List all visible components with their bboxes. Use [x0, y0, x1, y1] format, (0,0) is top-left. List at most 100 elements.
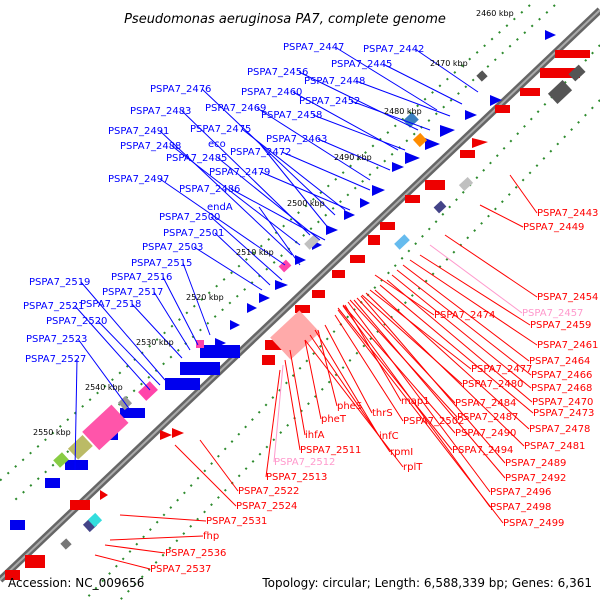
gene-label[interactable]: PSPA7_2517 — [102, 287, 163, 298]
gene-label[interactable]: PSPA7_2487 — [457, 412, 518, 423]
gene-label[interactable]: PSPA7_2527 — [25, 354, 86, 365]
kbp-tick-labels: 2460 kbp 2470 kbp 2480 kbp 2490 kbp 2500 kbp… — [33, 9, 514, 437]
gene-label[interactable]: PSPA7_2502 — [403, 416, 464, 427]
label-connector-line — [414, 48, 479, 93]
label-connector-line — [337, 307, 453, 451]
label-connector-line — [256, 107, 371, 181]
gene-label[interactable]: rpmI — [390, 447, 413, 458]
gene-label[interactable]: PSPA7_2512 — [274, 457, 335, 468]
gene-label[interactable]: PSPA7_2494 — [452, 445, 513, 456]
gene-label[interactable]: pheT — [321, 414, 347, 425]
gene-label[interactable]: PSPA7_2475 — [190, 124, 251, 135]
accession-text: Accession: NC_009656 — [8, 576, 144, 590]
gene-label[interactable]: PSPA7_2476 — [150, 84, 211, 95]
label-connector-line — [402, 264, 530, 362]
gene-label[interactable]: PSPA7_2519 — [29, 277, 90, 288]
gene-label[interactable]: PSPA7_2445 — [331, 59, 392, 70]
gene-label[interactable]: PSPA7_2463 — [266, 134, 327, 145]
gene-label[interactable]: PSPA7_2496 — [490, 487, 551, 498]
gene-label[interactable]: PSPA7_2488 — [120, 141, 181, 152]
gene-label[interactable]: PSPA7_2449 — [523, 222, 584, 233]
label-connector-line — [298, 71, 419, 131]
gene-label[interactable]: PSPA7_2483 — [130, 106, 191, 117]
gene-label[interactable]: PSPA7_2492 — [505, 473, 566, 484]
gene-label[interactable]: PSPA7_2466 — [531, 370, 592, 381]
label-connectors — [74, 46, 538, 570]
gene-label[interactable]: PSPA7_2448 — [304, 76, 365, 87]
gene-label[interactable]: PSPA7_2501 — [163, 228, 224, 239]
gene-label[interactable]: endA — [207, 202, 233, 213]
gene-label[interactable]: PSPA7_2472 — [230, 147, 291, 158]
gene-label[interactable]: PSPA7_2490 — [455, 428, 516, 439]
gene-label[interactable]: PSPA7_2457 — [522, 308, 583, 319]
gene-label[interactable]: PSPA7_2474 — [434, 310, 495, 321]
label-connector-line — [97, 320, 161, 386]
gene-label[interactable]: PSPA7_2485 — [166, 153, 227, 164]
label-connector-line — [119, 514, 207, 522]
gene-label[interactable]: PSPA7_2464 — [529, 356, 590, 367]
gene-label[interactable]: fhp — [203, 531, 219, 542]
gene-label[interactable]: PSPA7_2523 — [26, 334, 87, 345]
gene-label[interactable]: ihfA — [305, 430, 325, 441]
gene-label[interactable]: rplT — [403, 462, 423, 473]
gene-label[interactable]: PSPA7_2479 — [209, 167, 270, 178]
gene-label[interactable]: PSPA7_2469 — [205, 103, 266, 114]
gene-label[interactable]: PSPA7_2491 — [108, 126, 169, 137]
label-connector-line — [347, 301, 491, 493]
gene-label[interactable]: PSPA7_2524 — [236, 501, 297, 512]
gene-label[interactable]: PSPA7_2536 — [165, 548, 226, 559]
gene-label[interactable]: PSPA7_2443 — [537, 208, 598, 219]
gene-label[interactable]: PSPA7_2460 — [241, 87, 302, 98]
gene-label[interactable]: pheS — [337, 401, 362, 412]
kbp-tick-label: 2550 kbp — [33, 428, 71, 437]
gene-label[interactable]: eco — [208, 139, 226, 150]
gene-label[interactable]: PSPA7_2537 — [150, 564, 211, 575]
gene-label[interactable]: PSPA7_2511 — [300, 445, 361, 456]
gene-label[interactable]: PSPA7_2531 — [206, 516, 267, 527]
gene-label[interactable]: PSPA7_2520 — [46, 316, 107, 327]
label-connector-line — [342, 305, 491, 508]
gene-label[interactable]: PSPA7_2480 — [462, 379, 523, 390]
gene-label[interactable]: PSPA7_2452 — [299, 96, 360, 107]
label-connector-line — [281, 151, 371, 191]
gene-label[interactable]: PSPA7_2477 — [471, 364, 532, 375]
gene-label[interactable]: PSPA7_2513 — [266, 472, 327, 483]
gene-label[interactable]: PSPA7_2473 — [533, 408, 594, 419]
label-connector-line — [337, 309, 504, 524]
gene-label[interactable]: PSPA7_2500 — [159, 212, 220, 223]
gene-label[interactable]: PSPA7_2515 — [131, 258, 192, 269]
gene-label[interactable]: PSPA7_2454 — [537, 292, 598, 303]
gene-label[interactable]: PSPA7_2498 — [490, 502, 551, 513]
gene-label[interactable]: PSPA7_2459 — [530, 320, 591, 331]
gene-label[interactable]: thrS — [372, 408, 393, 419]
gene-label[interactable]: PSPA7_2521 — [23, 301, 84, 312]
label-connector-line — [355, 80, 451, 117]
label-connector-line — [360, 295, 506, 464]
gene-label[interactable]: PSPA7_2456 — [247, 67, 308, 78]
gene-label[interactable]: PSPA7_2499 — [503, 518, 564, 529]
gene-label[interactable]: PSPA7_2522 — [238, 486, 299, 497]
kbp-tick-label: 2480 kbp — [384, 107, 422, 116]
gene-label[interactable]: PSPA7_2470 — [532, 397, 593, 408]
gene-label[interactable]: PSPA7_2497 — [108, 174, 169, 185]
gene-label[interactable]: PSPA7_2486 — [179, 184, 240, 195]
kbp-tick-label: 2500 kbp — [287, 199, 325, 208]
gene-label[interactable]: PSPA7_2503 — [142, 242, 203, 253]
gene-label[interactable]: map1 — [401, 396, 430, 407]
gene-label[interactable]: PSPA7_2481 — [524, 441, 585, 452]
gene-label[interactable]: PSPA7_2447 — [283, 42, 344, 53]
gene-label[interactable]: PSPA7_2489 — [505, 458, 566, 469]
label-connector-line — [77, 338, 131, 411]
label-connector-line — [419, 254, 531, 326]
gene-label[interactable]: PSPA7_2461 — [537, 340, 598, 351]
gene-label[interactable]: PSPA7_2516 — [111, 272, 172, 283]
kbp-tick-label: 2540 kbp — [85, 383, 123, 392]
gene-label[interactable]: PSPA7_2458 — [261, 110, 322, 121]
gene-label[interactable]: PSPA7_2484 — [455, 398, 516, 409]
gene-label[interactable]: infC — [379, 431, 399, 442]
gene-label[interactable]: PSPA7_2468 — [531, 383, 592, 394]
gene-label[interactable]: PSPA7_2442 — [363, 44, 424, 55]
gene-label[interactable]: PSPA7_2478 — [529, 424, 590, 435]
gene-label[interactable]: PSPA7_2518 — [80, 299, 141, 310]
